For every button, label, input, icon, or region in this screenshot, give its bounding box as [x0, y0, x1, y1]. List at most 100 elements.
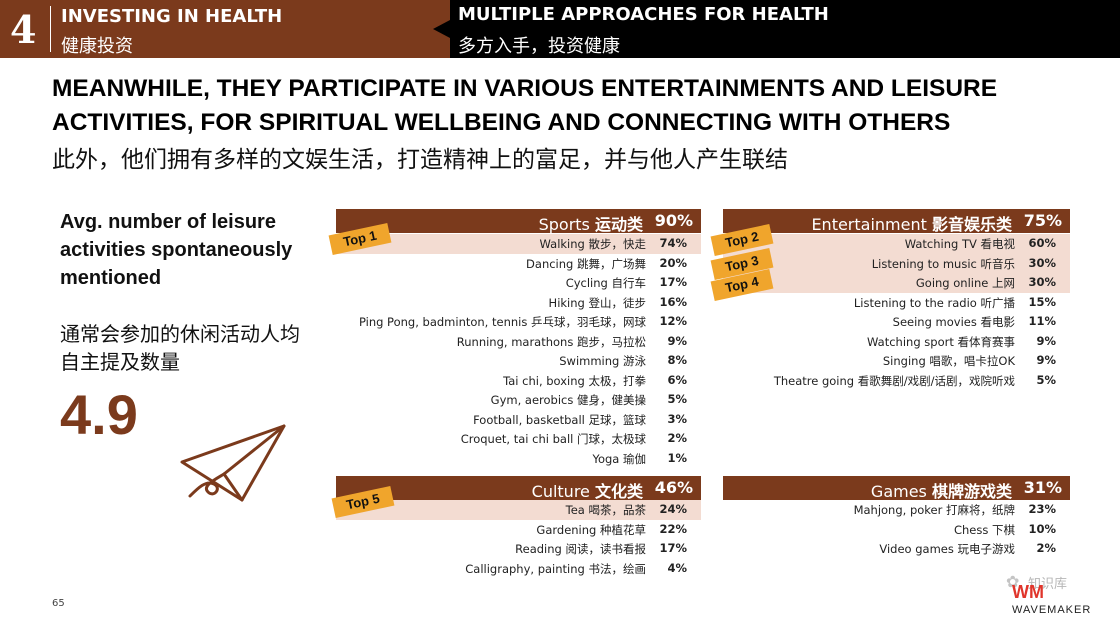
entertainment-panel-label: Entertainment 影音娱乐类 — [811, 215, 1012, 234]
sports-row-pct: 20% — [659, 255, 687, 270]
entertainment-row-label: Listening to the radio 听广播 — [853, 295, 1015, 310]
culture-row-label: Tea 喝茶，品茶 — [565, 503, 646, 517]
entertainment-row: Theatre going 看歌舞剧/戏剧/话剧，戏院听戏 5% — [723, 371, 1070, 391]
sports-row-pct: 8% — [667, 353, 687, 367]
sports-row: Yoga 瑜伽 1% — [336, 449, 701, 469]
sports-row-pct: 9% — [667, 333, 687, 348]
entertainment-row-label: Singing 唱歌，唱卡拉OK — [882, 354, 1015, 368]
culture-row: Gardening 种植花草 22% — [336, 520, 701, 540]
culture-panel-label: Culture 文化类 — [531, 482, 643, 501]
sports-panel-pct: 90% — [654, 211, 693, 230]
sports-row-pct: 12% — [659, 314, 687, 328]
entertainment-row-pct: 9% — [1036, 353, 1056, 367]
sports-row-label: Hiking 登山，徒步 — [548, 295, 646, 310]
paper-plane-icon — [180, 424, 286, 502]
entertainment-row: Watching TV 看电视 60% — [723, 234, 1070, 254]
sports-row: Ping Pong, badminton, tennis 乒乓球，羽毛球，网球 1… — [336, 312, 701, 332]
entertainment-row-label: Listening to music 听音乐 — [871, 256, 1015, 271]
entertainment-row-pct: 30% — [1028, 275, 1056, 289]
entertainment-panel-pct: 75% — [1023, 211, 1062, 230]
page-number: 65 — [52, 598, 65, 609]
entertainment-row-label: Going online 上网 — [915, 276, 1015, 290]
sports-row-label: Swimming 游泳 — [559, 354, 646, 368]
culture-panel-header: Culture 文化类 46% — [336, 476, 701, 501]
sports-row-pct: 3% — [667, 411, 687, 426]
header-right-bar — [450, 0, 1120, 58]
sports-row: Cycling 自行车 17% — [336, 273, 701, 293]
sports-panel-label: Sports 运动类 — [538, 215, 643, 234]
entertainment-row: Listening to music 听音乐 30% — [723, 253, 1070, 273]
entertainment-row-pct: 9% — [1036, 333, 1056, 348]
sports-row-label: Walking 散步，快走 — [539, 237, 646, 251]
sports-row: Walking 散步，快走 74% — [336, 234, 701, 254]
entertainment-row-pct: 5% — [1036, 372, 1056, 387]
wechat-icon: ✿ — [1006, 572, 1020, 591]
sports-row-label: Football, basketball 足球，篮球 — [473, 412, 646, 427]
sports-row-label: Cycling 自行车 — [565, 276, 646, 290]
subsection-title-cn: 多方入手，投资健康 — [458, 36, 620, 57]
entertainment-row: Going online 上网 30% — [723, 273, 1070, 293]
entertainment-row-pct: 60% — [1028, 236, 1056, 250]
sports-row-label: Running, marathons 跑步，马拉松 — [456, 334, 646, 349]
games-panel-label: Games 棋牌游戏类 — [870, 482, 1012, 501]
sports-row: Gym, aerobics 健身，健美操 5% — [336, 390, 701, 410]
sports-row: Croquet, tai chi ball 门球，太极球 2% — [336, 429, 701, 449]
stat-label-cn: 通常会参加的休闲活动人均自主提及数量 — [60, 322, 300, 374]
sports-row-pct: 1% — [667, 450, 687, 465]
section-number: 4 — [10, 7, 37, 52]
entertainment-row-label: Seeing movies 看电影 — [892, 315, 1015, 329]
entertainment-row-pct: 11% — [1028, 314, 1056, 328]
games-row-label: Chess 下棋 — [953, 522, 1015, 537]
brand-logo: WM WAVEMAKER — [1012, 582, 1090, 616]
entertainment-row: Listening to the radio 听广播 15% — [723, 293, 1070, 313]
sports-row-pct: 5% — [667, 392, 687, 406]
sports-row-pct: 17% — [659, 275, 687, 289]
games-row-pct: 2% — [1036, 541, 1056, 555]
section-divider — [50, 6, 51, 52]
sports-row-pct: 6% — [667, 372, 687, 387]
sports-panel-header: Sports 运动类 90% — [336, 209, 701, 234]
entertainment-row-label: Watching TV 看电视 — [904, 237, 1015, 251]
sports-row-label: Yoga 瑜伽 — [592, 451, 646, 466]
sports-row-pct: 74% — [659, 236, 687, 250]
page-title-cn: 此外，他们拥有多样的文娱生活，打造精神上的富足，并与他人产生联结 — [52, 147, 788, 173]
sports-row: Dancing 跳舞，广场舞 20% — [336, 254, 701, 274]
games-row: Mahjong, poker 打麻将，纸牌 23% — [723, 500, 1070, 520]
subsection-title-en: MULTIPLE APPROACHES FOR HEALTH — [458, 4, 829, 25]
page-title-en: MEANWHILE, THEY PARTICIPATE IN VARIOUS E… — [52, 75, 998, 136]
sports-row-label: Tai chi, boxing 太极，打拳 — [503, 373, 646, 388]
watermark-text: 知识库 — [1028, 577, 1068, 592]
sports-row-label: Ping Pong, badminton, tennis 乒乓球，羽毛球，网球 — [358, 315, 646, 329]
culture-row-pct: 4% — [667, 560, 687, 575]
header-left-bar — [0, 0, 450, 58]
entertainment-row-label: Watching sport 看体育赛事 — [867, 334, 1015, 349]
entertainment-row: Seeing movies 看电影 11% — [723, 312, 1070, 332]
culture-row: Tea 喝茶，品茶 24% — [336, 500, 701, 520]
wavemaker-name: WAVEMAKER — [1012, 604, 1092, 616]
sports-row-pct: 16% — [659, 294, 687, 309]
games-row-pct: 23% — [1028, 502, 1056, 516]
games-row-label: Video games 玩电子游戏 — [879, 542, 1015, 556]
sports-row: Running, marathons 跑步，马拉松 9% — [336, 332, 701, 352]
culture-row: Reading 阅读，读书看报 17% — [336, 539, 701, 559]
sports-row: Swimming 游泳 8% — [336, 351, 701, 371]
culture-row-label: Calligraphy, painting 书法，绘画 — [465, 561, 646, 576]
sports-row-label: Dancing 跳舞，广场舞 — [526, 256, 646, 271]
sports-row-pct: 2% — [667, 431, 687, 445]
header-arrow-notch — [433, 20, 450, 38]
culture-row-pct: 24% — [659, 502, 687, 516]
sports-row: Hiking 登山，徒步 16% — [336, 293, 701, 313]
games-row: Video games 玩电子游戏 2% — [723, 539, 1070, 559]
culture-row-pct: 17% — [659, 541, 687, 555]
sports-row-label: Gym, aerobics 健身，健美操 — [490, 393, 646, 407]
games-panel-pct: 31% — [1023, 478, 1062, 497]
entertainment-row: Watching sport 看体育赛事 9% — [723, 332, 1070, 352]
entertainment-row: Singing 唱歌，唱卡拉OK 9% — [723, 351, 1070, 371]
entertainment-row-label: Theatre going 看歌舞剧/戏剧/话剧，戏院听戏 — [773, 373, 1015, 388]
sports-row-label: Croquet, tai chi ball 门球，太极球 — [460, 432, 646, 446]
games-row: Chess 下棋 10% — [723, 520, 1070, 540]
culture-row-pct: 22% — [659, 521, 687, 536]
section-title-en: INVESTING IN HEALTH — [61, 6, 283, 27]
sports-row: Tai chi, boxing 太极，打拳 6% — [336, 371, 701, 391]
culture-row-label: Reading 阅读，读书看报 — [515, 542, 646, 556]
